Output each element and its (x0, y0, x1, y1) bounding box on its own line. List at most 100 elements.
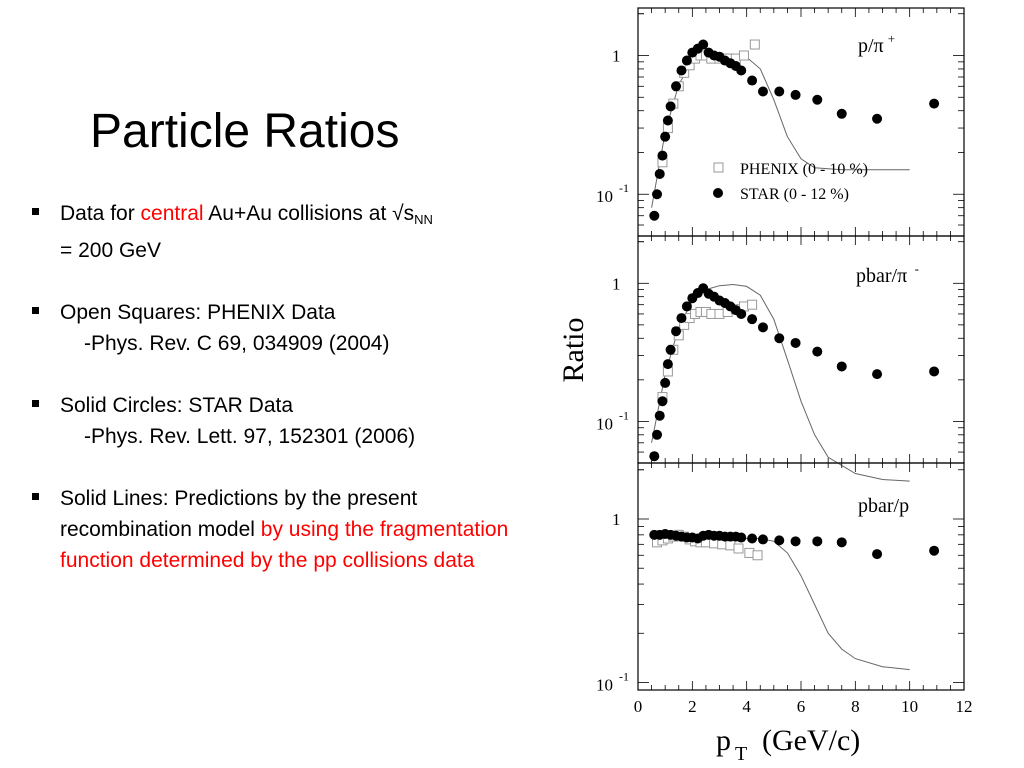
star-point (812, 94, 823, 105)
bullet-highlight: central (140, 202, 204, 225)
phenix-point (752, 550, 763, 561)
star-point (698, 39, 709, 50)
y-tick-label-exponent: -1 (619, 181, 629, 195)
square-bullet-icon (32, 400, 39, 407)
y-tick-label: 1 (612, 47, 621, 66)
star-point (812, 346, 823, 357)
star-point (676, 313, 687, 324)
x-tick-label: 10 (901, 697, 918, 716)
star-point (836, 361, 847, 372)
x-tick-label: 0 (634, 697, 643, 716)
panel-label-superscript: + (888, 31, 895, 46)
x-axis-title: p (716, 724, 731, 757)
phenix-point (747, 299, 758, 310)
star-point (671, 81, 682, 92)
star-point (736, 308, 747, 319)
star-point (757, 322, 768, 333)
y-tick-label: 10 (596, 187, 613, 206)
star-point (676, 65, 687, 76)
star-point (774, 86, 785, 97)
star-point (671, 326, 682, 337)
y-tick-label: 1 (612, 274, 621, 293)
star-point (660, 131, 671, 142)
phenix-point (733, 543, 744, 554)
square-bullet-icon (32, 208, 39, 215)
legend-star-label: STAR (0 - 12 %) (740, 186, 849, 203)
x-tick-label: 8 (851, 697, 860, 716)
star-point (649, 451, 660, 462)
star-point (662, 359, 673, 370)
star-point (747, 533, 758, 544)
panel-label: pbar/p (858, 495, 909, 517)
panel-label-superscript: - (915, 261, 919, 276)
square-bullet-icon (32, 493, 39, 500)
reference-text: -Phys. Rev. C 69, 034909 (2004) (84, 332, 390, 355)
model-prediction-line (651, 536, 910, 671)
phenix-point (738, 50, 749, 61)
star-point (929, 545, 940, 556)
x-tick-label: 2 (688, 697, 697, 716)
x-tick-label: 12 (956, 697, 973, 716)
star-point (662, 115, 673, 126)
bullet-list: Data for central Au+Au collisions at √sN… (32, 198, 552, 607)
star-point (652, 429, 663, 440)
bullet-text: Solid Lines: Predictions by the present … (60, 487, 418, 541)
star-point (757, 86, 768, 97)
star-point (654, 168, 665, 179)
star-point (736, 65, 747, 76)
star-point (654, 410, 665, 421)
star-point (657, 150, 668, 161)
star-point (747, 75, 758, 86)
star-point (872, 549, 883, 560)
star-point (681, 55, 692, 66)
bullet-text: Data for (60, 202, 141, 225)
phenix-point (749, 39, 760, 50)
bullet-highlight: by using the fragmentation function dete… (60, 518, 509, 572)
bullet-item: Solid Lines: Predictions by the present … (32, 483, 552, 576)
star-point (652, 189, 663, 200)
legend-phenix-label: PHENIX (0 - 10 %) (740, 161, 868, 178)
star-point (929, 98, 940, 109)
legend-phenix-marker (713, 162, 724, 173)
star-point (836, 537, 847, 548)
bullet-text: = 200 GeV (60, 239, 161, 262)
star-point (665, 101, 676, 112)
star-point (774, 535, 785, 546)
reference-text: -Phys. Rev. Lett. 97, 152301 (2006) (84, 425, 416, 448)
star-point (665, 344, 676, 355)
model-prediction-line (651, 53, 910, 208)
star-point (790, 536, 801, 547)
y-tick-label-exponent: -1 (619, 408, 629, 422)
x-axis-title-subscript: T (735, 743, 747, 765)
bullet-text: Au+Au collisions at √s (203, 202, 415, 225)
star-point (836, 108, 847, 119)
star-point (657, 396, 668, 407)
star-point (812, 536, 823, 547)
x-axis-title-unit: (GeV/c) (762, 724, 860, 757)
star-point (757, 534, 768, 545)
y-tick-label: 10 (596, 414, 613, 433)
panel-label: pbar/π (856, 265, 907, 287)
y-tick-label-exponent: -1 (619, 670, 629, 684)
bullet-item: Data for central Au+Au collisions at √sN… (32, 198, 552, 266)
bullet-text: Solid Circles: STAR Data (60, 394, 294, 417)
star-point (736, 532, 747, 543)
y-axis-title: Ratio (557, 318, 590, 383)
star-point (681, 301, 692, 312)
bullet-item: Open Squares: PHENIX Data -Phys. Rev. C … (32, 297, 552, 359)
x-tick-label: 6 (797, 697, 806, 716)
panel-label: p/π (858, 35, 884, 57)
subscript-text: NN (414, 212, 433, 227)
star-point (649, 210, 660, 221)
star-point (660, 377, 671, 388)
star-point (929, 366, 940, 377)
bullet-text: Open Squares: PHENIX Data (60, 301, 336, 324)
bullet-item: Solid Circles: STAR Data -Phys. Rev. Let… (32, 390, 552, 452)
square-bullet-icon (32, 307, 39, 314)
slide-title: Particle Ratios (90, 105, 400, 158)
star-point (872, 369, 883, 380)
star-point (747, 314, 758, 325)
star-point (790, 89, 801, 100)
x-tick-label: 4 (742, 697, 751, 716)
